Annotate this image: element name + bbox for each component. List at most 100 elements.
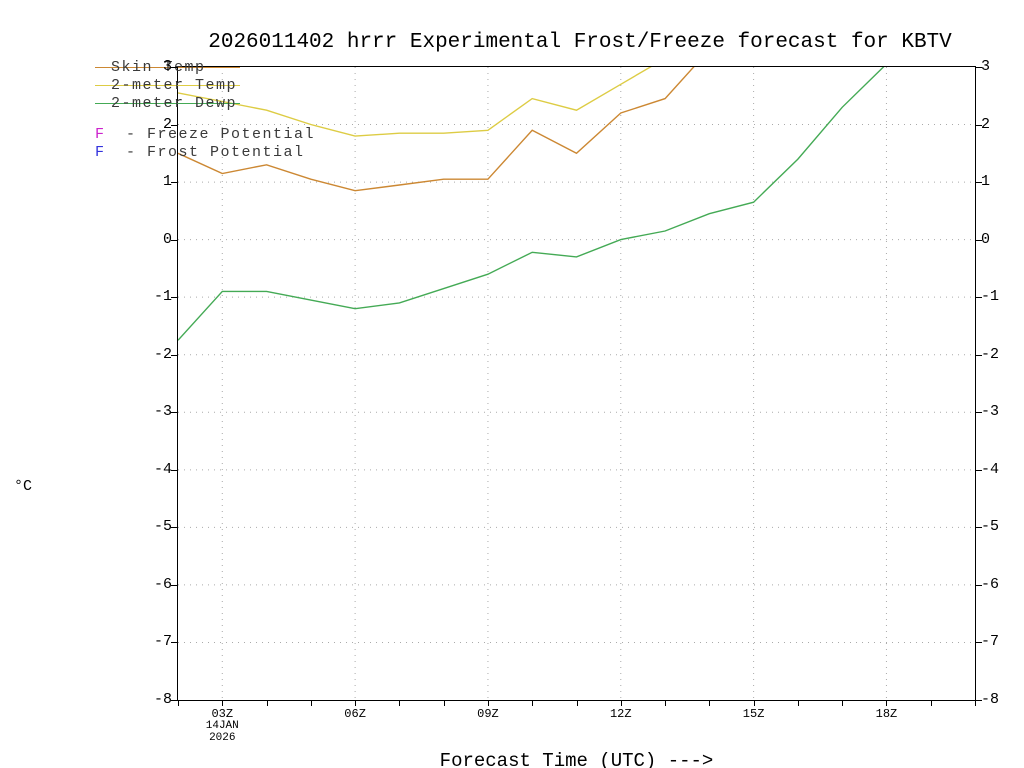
- legend-item-frost-potential: F - Frost Potential: [95, 144, 315, 162]
- axis-tick: [171, 527, 178, 529]
- axis-tick: [171, 584, 178, 586]
- axis-tick: [975, 584, 982, 586]
- skin-temp-line-swatch: [95, 67, 240, 68]
- 2-meter-temp-line-swatch: [95, 85, 240, 86]
- x-axis-label: Forecast Time (UTC) --->: [439, 750, 714, 768]
- y-tick-label: 0: [162, 230, 172, 248]
- legend: Skin Temp 2-meter Temp 2-meter Dewp F - …: [95, 58, 315, 162]
- series-line-skin-temp: [178, 67, 695, 192]
- x-axis-date-label: 14JAN: [205, 720, 239, 732]
- axis-tick: [171, 239, 178, 241]
- plot-area: [177, 66, 976, 701]
- axis-tick: [576, 700, 578, 706]
- legend-label-skin-temp: Skin Temp: [111, 59, 206, 76]
- y-tick-label: -5: [153, 518, 172, 536]
- y-tick-label: -6: [153, 575, 172, 593]
- x-axis-date-label: 2026: [209, 732, 236, 744]
- axis-tick: [842, 700, 844, 706]
- axis-tick: [399, 700, 401, 706]
- axis-tick: [310, 700, 312, 706]
- axis-tick: [975, 412, 982, 414]
- axis-tick: [930, 700, 932, 706]
- frost-potential-key: F: [95, 144, 106, 161]
- axis-tick: [355, 700, 357, 706]
- x-tick-label: 09Z: [477, 707, 499, 721]
- axis-tick: [266, 700, 268, 706]
- y-tick-label: -7: [153, 633, 172, 651]
- axis-tick: [975, 239, 982, 241]
- axis-tick: [886, 700, 888, 706]
- x-tick-label: 18Z: [875, 707, 898, 721]
- x-tick-label: 12Z: [609, 707, 632, 721]
- y-tick-label: -2: [981, 345, 1000, 363]
- y-tick-label: -3: [153, 403, 172, 421]
- plot-canvas: [178, 67, 975, 700]
- axis-tick: [709, 700, 711, 706]
- legend-item-skin-temp: Skin Temp: [95, 58, 315, 76]
- axis-tick: [532, 700, 534, 706]
- series-line-2-meter-dewp: [178, 67, 885, 341]
- axis-tick: [975, 182, 982, 184]
- axis-tick: [171, 700, 178, 701]
- axis-tick: [975, 642, 982, 644]
- axis-tick: [171, 412, 178, 414]
- frost-potential-label: - Frost Potential: [126, 144, 305, 161]
- y-tick-label: 3: [981, 58, 991, 75]
- axis-tick: [171, 297, 178, 299]
- y-axis-label: °C: [14, 478, 33, 495]
- legend-item-freeze-potential: F - Freeze Potential: [95, 126, 315, 144]
- y-tick-label: -4: [981, 460, 1000, 478]
- axis-tick: [171, 642, 178, 644]
- axis-tick: [665, 700, 667, 706]
- axis-tick: [178, 700, 179, 706]
- y-tick-label: -4: [153, 460, 172, 478]
- x-tick-label: 15Z: [742, 707, 765, 721]
- y-tick-label: -1: [153, 288, 172, 306]
- y-tick-label: 3: [162, 58, 172, 75]
- y-tick-label: 0: [981, 230, 991, 248]
- axis-tick: [443, 700, 445, 706]
- y-tick-label: 2: [981, 115, 991, 133]
- legend-item-2-meter-temp: 2-meter Temp: [95, 76, 315, 94]
- y-tick-label: -8: [153, 691, 172, 708]
- y-tick-label: 1: [162, 173, 172, 191]
- axis-tick: [487, 700, 489, 706]
- chart-title: 2026011402 hrrr Experimental Frost/Freez…: [208, 31, 952, 54]
- axis-tick: [975, 354, 982, 356]
- axis-tick: [975, 297, 982, 299]
- y-tick-label: -3: [981, 403, 1000, 421]
- legend-label-2-meter-temp: 2-meter Temp: [111, 77, 238, 94]
- y-tick-label: 1: [981, 173, 991, 191]
- axis-tick: [171, 469, 178, 471]
- axis-tick: [753, 700, 755, 706]
- y-tick-label: 2: [162, 115, 172, 133]
- axis-tick: [171, 67, 178, 68]
- y-tick-label: -5: [981, 518, 1000, 536]
- axis-tick: [975, 700, 976, 706]
- axis-tick: [171, 354, 178, 356]
- axis-tick: [620, 700, 622, 706]
- axis-tick: [975, 469, 982, 471]
- y-tick-label: -7: [981, 633, 1000, 651]
- axis-tick: [171, 124, 178, 126]
- axis-tick: [975, 700, 982, 701]
- series-line-2-meter-temp: [178, 67, 652, 137]
- axis-tick: [975, 124, 982, 126]
- axis-tick: [975, 67, 982, 68]
- x-tick-label: 03Z: [211, 707, 234, 721]
- axis-tick: [171, 182, 178, 184]
- x-tick-label: 06Z: [344, 707, 366, 721]
- freeze-potential-key: F: [95, 126, 106, 143]
- y-tick-label: -2: [153, 345, 172, 363]
- y-tick-label: -1: [981, 288, 1000, 306]
- freeze-potential-label: - Freeze Potential: [126, 126, 316, 143]
- 2-meter-dewp-line-swatch: [95, 103, 240, 104]
- y-tick-label: -8: [981, 691, 1000, 708]
- axis-tick: [222, 700, 224, 706]
- y-tick-label: -6: [981, 575, 1000, 593]
- legend-label-2-meter-dewp: 2-meter Dewp: [111, 95, 238, 112]
- axis-tick: [975, 527, 982, 529]
- legend-item-2-meter-dewp: 2-meter Dewp: [95, 94, 315, 112]
- axis-tick: [797, 700, 799, 706]
